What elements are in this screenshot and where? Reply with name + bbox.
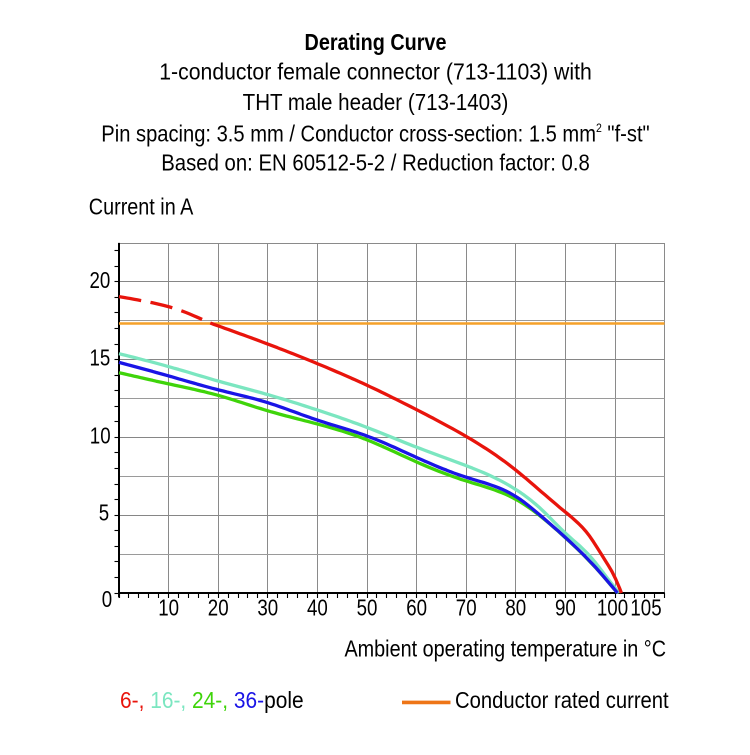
svg-text:30: 30 — [257, 596, 278, 621]
svg-text:10: 10 — [90, 424, 111, 449]
svg-text:105: 105 — [630, 596, 661, 621]
svg-text:15: 15 — [90, 346, 111, 371]
svg-text:70: 70 — [456, 596, 477, 621]
svg-text:80: 80 — [505, 596, 526, 621]
svg-text:Conductor rated current: Conductor rated current — [455, 687, 669, 714]
svg-text:20: 20 — [90, 268, 111, 293]
svg-text:20: 20 — [208, 596, 229, 621]
svg-text:5: 5 — [99, 501, 109, 526]
svg-text:90: 90 — [555, 596, 576, 621]
svg-text:10: 10 — [158, 596, 179, 621]
svg-text:0: 0 — [102, 587, 112, 612]
svg-text:Derating Curve: Derating Curve — [305, 30, 447, 56]
svg-text:Based on: EN 60512-5-2 / Reduc: Based on: EN 60512-5-2 / Reduction facto… — [161, 149, 590, 175]
svg-text:60: 60 — [406, 596, 427, 621]
svg-text:Pin spacing: 3.5 mm / Conducto: Pin spacing: 3.5 mm / Conductor cross-se… — [101, 120, 649, 147]
svg-text:100: 100 — [597, 596, 628, 621]
svg-text:50: 50 — [357, 596, 378, 621]
svg-text:1-conductor female connector (: 1-conductor female connector (713-1103) … — [159, 59, 592, 85]
svg-text:40: 40 — [307, 596, 328, 621]
svg-text:THT male header (713-1403): THT male header (713-1403) — [243, 89, 509, 115]
svg-text:Ambient operating temperature: Ambient operating temperature in °C — [344, 636, 666, 662]
svg-text:6-, 16-, 24-, 36-pole: 6-, 16-, 24-, 36-pole — [120, 687, 304, 713]
svg-text:Current in A: Current in A — [89, 194, 194, 220]
